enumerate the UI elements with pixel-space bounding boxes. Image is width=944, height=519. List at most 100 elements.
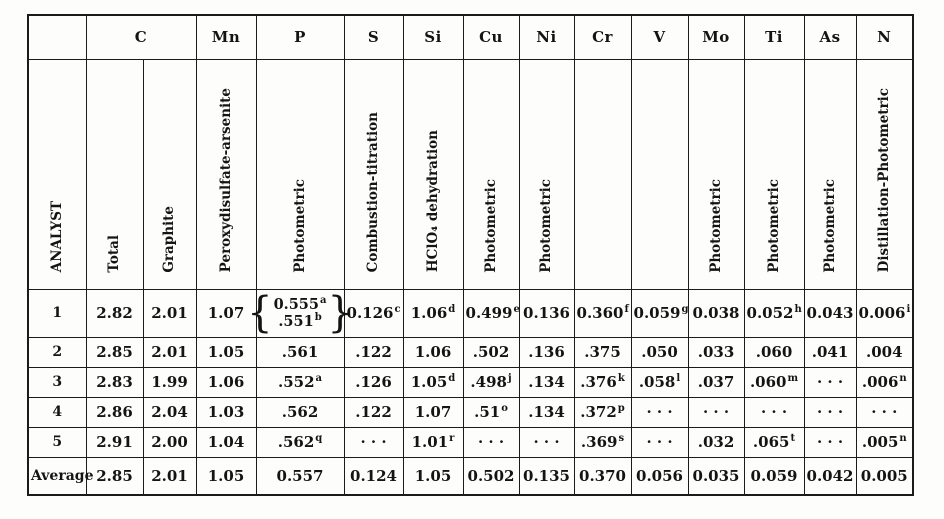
data-cell: 1.05d — [402, 366, 464, 398]
cell-value: · · · — [816, 403, 844, 421]
right-brace: } — [327, 288, 353, 338]
footnote-marker: g — [681, 304, 689, 315]
element-header-mn: Mn — [195, 14, 257, 60]
footnote-marker: o — [501, 403, 508, 414]
method-label: Photometric — [707, 178, 724, 273]
data-cell: 0.126c — [343, 288, 404, 338]
method-header-row: ANALYST Total Graphite Peroxydisulfate-arse… — [27, 58, 914, 290]
data-cell: .562q — [255, 426, 345, 458]
data-cell: .060m — [743, 366, 805, 398]
element-header-p: P — [255, 14, 345, 60]
cell-value: 2.01 — [151, 466, 188, 485]
cell-value: .005n — [861, 433, 907, 451]
cell-value: 0.006i — [858, 304, 911, 322]
cell-value: 0.043 — [806, 304, 854, 322]
method-header-5: HClO₄ dehydration — [402, 58, 464, 290]
footnote-marker: b — [314, 312, 322, 324]
data-cell: .126 — [343, 366, 404, 398]
cell-value: 2.82 — [96, 304, 133, 322]
data-cell: .136 — [518, 336, 575, 368]
method-header-3: Photometric — [255, 58, 345, 290]
footnote-marker: a — [315, 373, 323, 384]
data-cell: 2.00 — [142, 426, 197, 458]
cell-value: .004 — [865, 343, 903, 361]
table-header: C Mn P S Si Cu Ni Cr V Mo Ti As N ANALYST Total Graphit… — [27, 14, 914, 290]
footnote-marker: r — [449, 433, 455, 444]
cell-value: · · · — [360, 433, 387, 451]
cell-value: 0.042 — [806, 466, 854, 485]
data-cell: 2.82 — [85, 288, 144, 338]
cell-value: .065t — [752, 433, 796, 451]
data-cell: · · · — [855, 396, 914, 428]
footnote-marker: l — [676, 373, 681, 384]
cell-value: 2.85 — [96, 466, 133, 485]
method-label: Graphite — [161, 205, 178, 273]
method-header-7: Photometric — [518, 58, 575, 290]
cell-value: .376k — [580, 373, 625, 391]
data-cell: 1.04 — [195, 426, 257, 458]
data-cell: .376k — [573, 366, 632, 398]
method-header-12: Photometric — [803, 58, 857, 290]
footnote-marker: i — [906, 304, 911, 315]
cell-value: .375 — [584, 343, 621, 361]
cell-value: 0.135 — [523, 466, 570, 485]
data-cell: 2.85 — [85, 336, 144, 368]
data-cell: .561 — [255, 336, 345, 368]
footnote-marker: j — [507, 373, 512, 384]
method-label: HClO₄ dehydration — [424, 130, 441, 273]
cell-value: · · · — [477, 433, 505, 451]
cell-value: 2.00 — [151, 433, 188, 451]
data-cell: .005n — [855, 426, 914, 458]
data-cell: .502 — [462, 336, 520, 368]
average-cell: 0.042 — [803, 456, 857, 496]
cell-value: 1.03 — [207, 403, 245, 421]
cell-value: 1.05 — [207, 466, 245, 485]
data-row-analyst-3: 3 2.83 1.99 1.06 .552a .126 1.05d .498j .134 .376… — [27, 366, 914, 398]
analyst-number: 4 — [27, 396, 87, 428]
data-cell: 0.043 — [803, 288, 857, 338]
data-row-analyst-2: 2 2.85 2.01 1.05 .561 .122 1.06 .502 .136 .375 .05… — [27, 336, 914, 368]
data-cell: .122 — [343, 396, 404, 428]
data-cell: 1.05 — [195, 336, 257, 368]
data-cell: .375 — [573, 336, 632, 368]
analyst-header-label: ANALYST — [48, 201, 65, 273]
footnote-marker: m — [787, 373, 799, 384]
cell-value: 0.124 — [350, 466, 397, 485]
cell-value: · · · — [871, 403, 898, 421]
data-cell: 0.059g — [630, 288, 689, 338]
cell-value: .033 — [697, 343, 735, 361]
data-cell: .037 — [687, 366, 745, 398]
data-cell: · · · — [630, 396, 689, 428]
data-cell: .065t — [743, 426, 805, 458]
average-cell: 1.05 — [195, 456, 257, 496]
footnote-marker: c — [394, 304, 401, 315]
analyst-number: 5 — [27, 426, 87, 458]
average-cell: 1.05 — [402, 456, 464, 496]
footnote-marker: d — [448, 373, 456, 384]
element-header-s: S — [343, 14, 404, 60]
element-header-ni: Ni — [518, 14, 575, 60]
data-cell: 1.03 — [195, 396, 257, 428]
cell-value: .134 — [528, 403, 565, 421]
data-cell: 1.99 — [142, 366, 197, 398]
cell-value: · · · — [646, 433, 673, 451]
method-header-11: Photometric — [743, 58, 805, 290]
cell-value: 2.83 — [96, 373, 133, 391]
average-cell: 0.035 — [687, 456, 745, 496]
left-brace: { — [247, 288, 273, 338]
data-cell: 1.06 — [195, 366, 257, 398]
cell-value: .134 — [528, 373, 565, 391]
element-header-mo: Mo — [687, 14, 745, 60]
data-cell: 1.07 — [195, 288, 257, 338]
cell-value: 0.035 — [692, 466, 740, 485]
data-cell: 2.01 — [142, 288, 197, 338]
data-cell: 2.91 — [85, 426, 144, 458]
cell-value: 1.05d — [410, 373, 456, 391]
data-cell: · · · — [803, 426, 857, 458]
method-header-2: Peroxydisulfate-arsenite — [195, 58, 257, 290]
cell-value: 2.85 — [96, 343, 133, 361]
braced-value-pair: {0.555a .551b} — [247, 292, 353, 334]
data-cell: .032 — [687, 426, 745, 458]
method-header-13: Distillation-Photometric — [855, 58, 914, 290]
cell-value: .498j — [470, 373, 512, 391]
